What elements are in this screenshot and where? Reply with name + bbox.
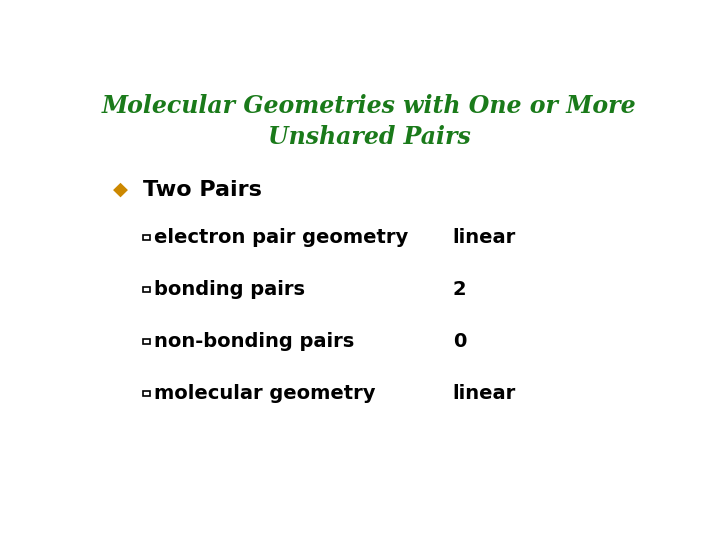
Bar (143, 339, 150, 344)
Bar (143, 235, 150, 240)
Text: linear: linear (453, 384, 516, 403)
Text: electron pair geometry: electron pair geometry (154, 228, 408, 247)
Text: Molecular Geometries with One or More
Unshared Pairs: Molecular Geometries with One or More Un… (102, 94, 636, 148)
Bar (143, 391, 150, 396)
Bar (143, 287, 150, 292)
Text: 0: 0 (453, 332, 466, 351)
Text: linear: linear (453, 228, 516, 247)
Text: ◆: ◆ (113, 180, 128, 199)
Text: non-bonding pairs: non-bonding pairs (154, 332, 354, 351)
Text: molecular geometry: molecular geometry (154, 384, 376, 403)
Text: bonding pairs: bonding pairs (154, 280, 305, 299)
Text: Two Pairs: Two Pairs (143, 179, 262, 200)
Text: 2: 2 (453, 280, 467, 299)
